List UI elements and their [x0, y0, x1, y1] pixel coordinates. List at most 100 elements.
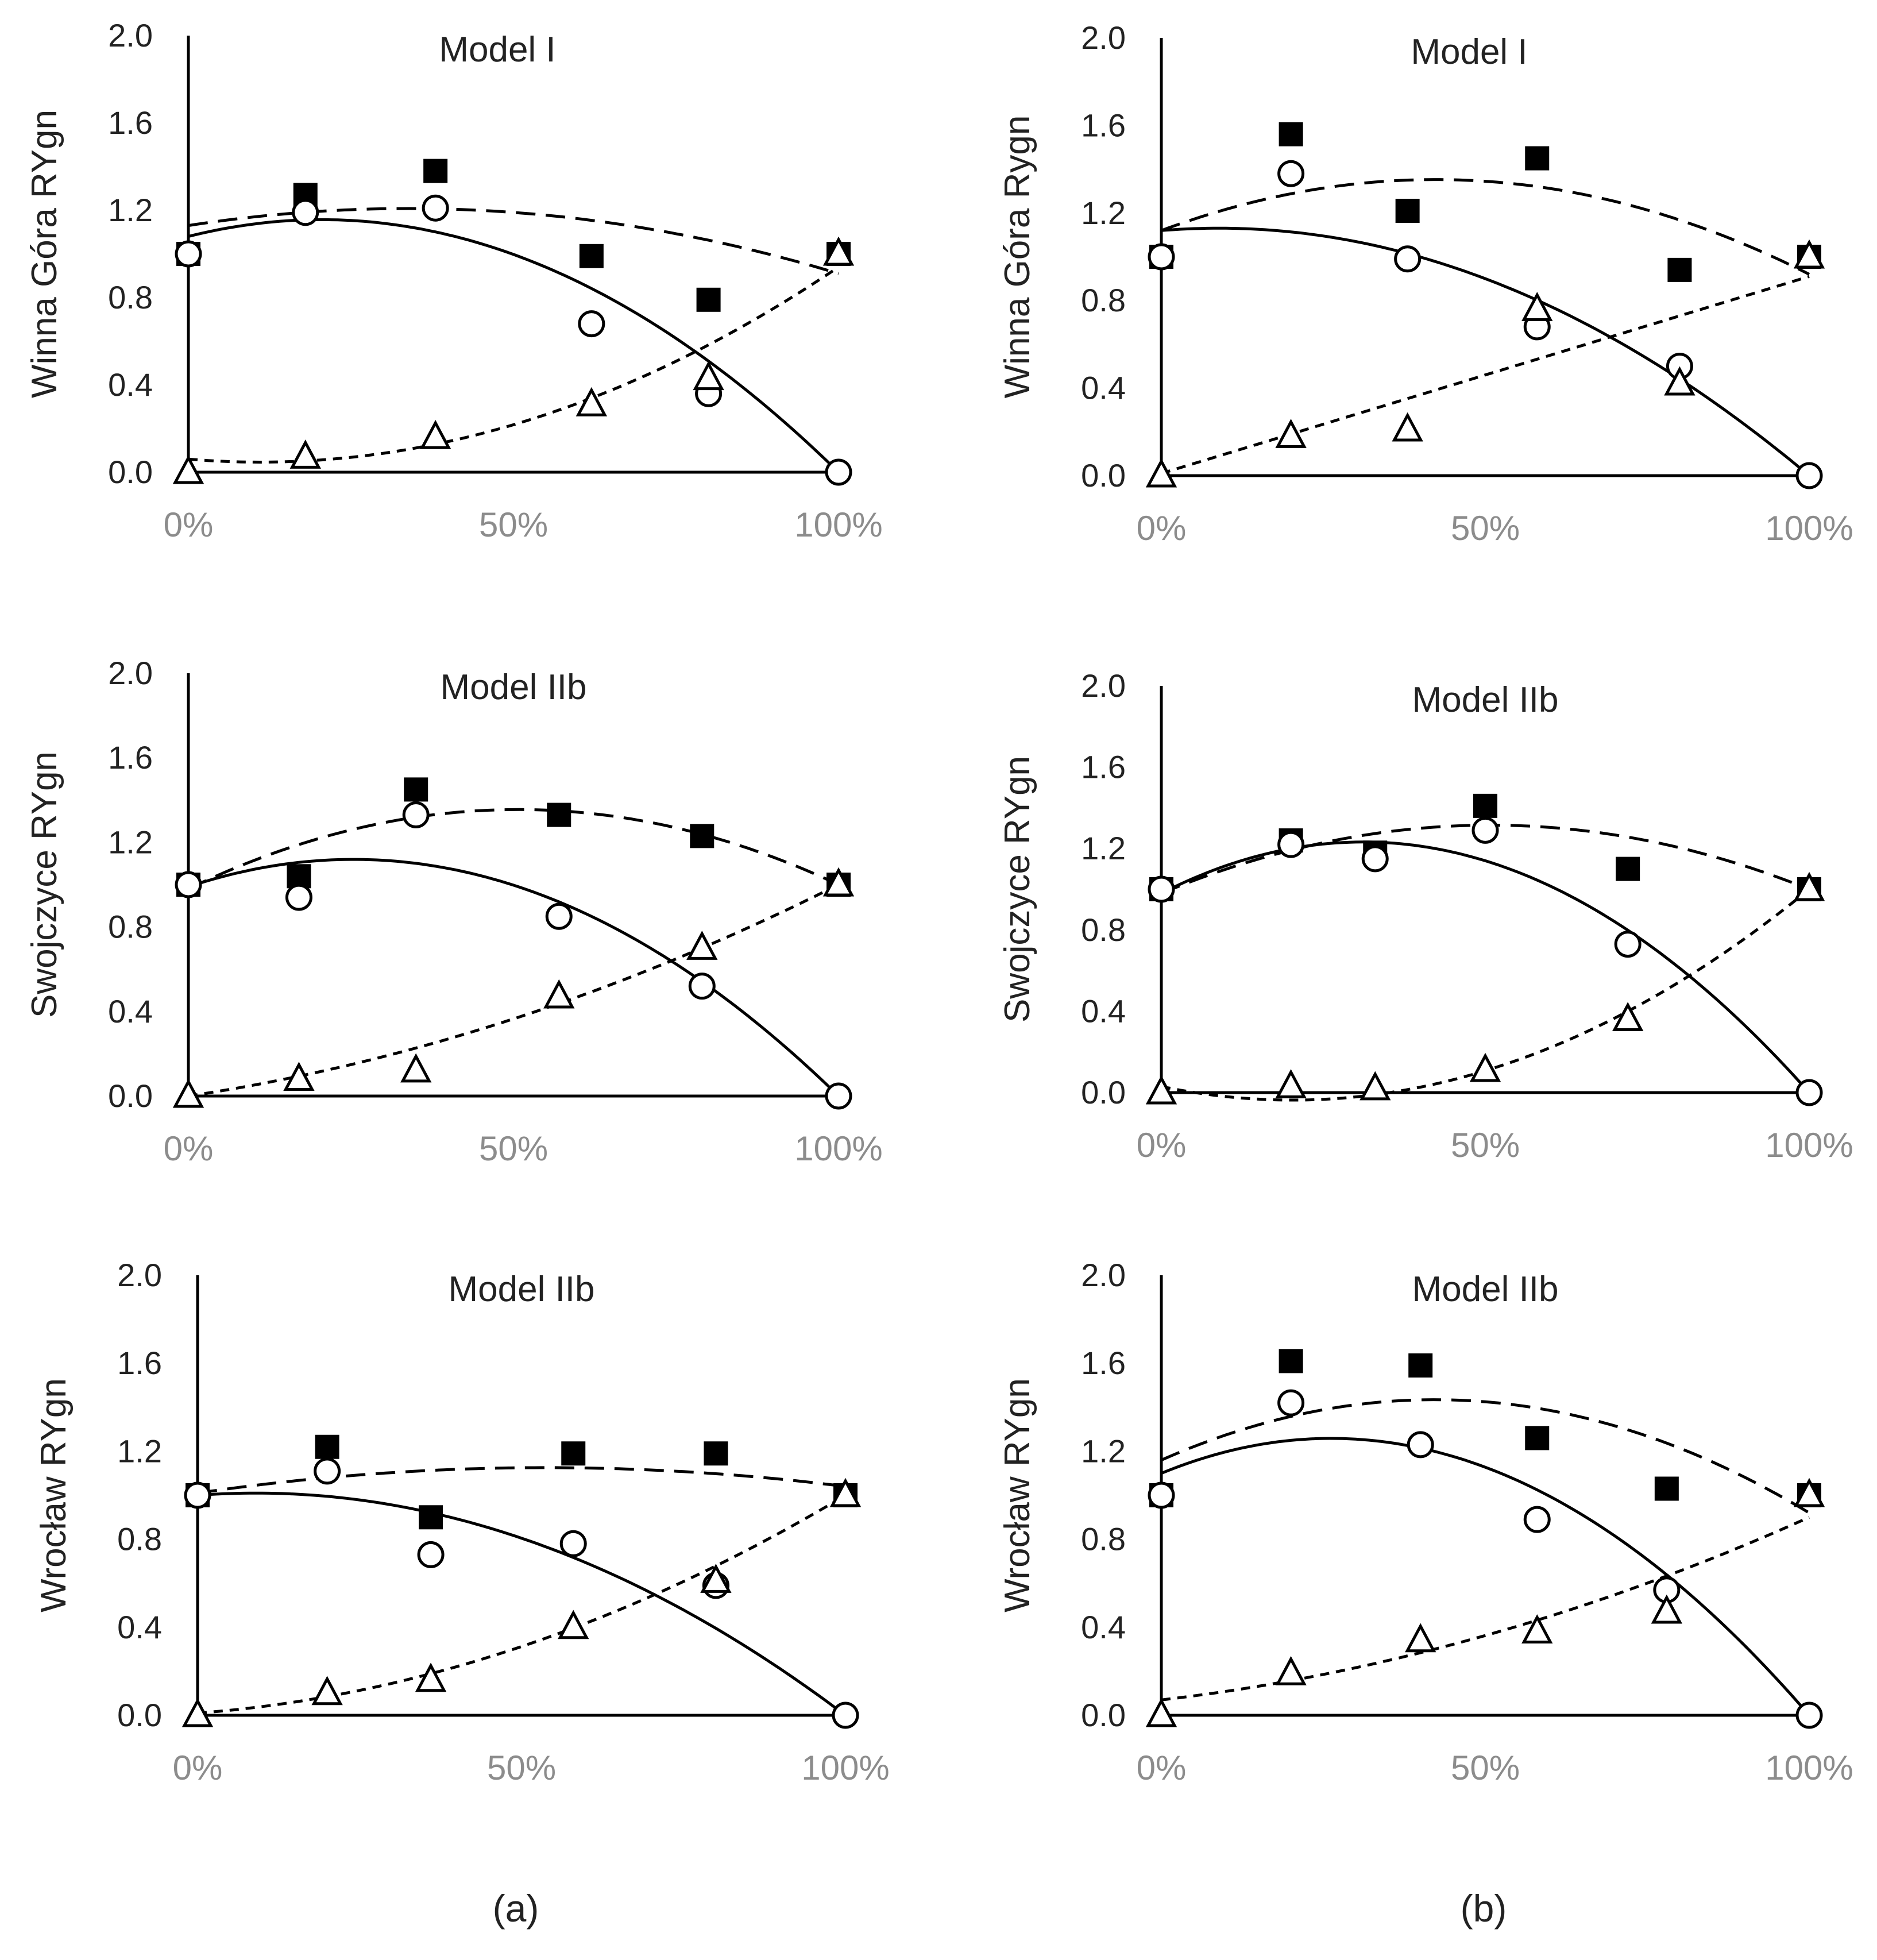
data-point-triangle [1664, 366, 1696, 396]
data-point-circle [184, 1481, 211, 1509]
chart-a2: 0.0 0.4 0.8 1.2 1.6 2.0 0% 50% 100% Model IIb Swoj… [25, 655, 883, 1168]
y-axis-label: Swojczyce RYgn [25, 751, 64, 1018]
y-tick-label: 1.2 [108, 824, 153, 860]
data-point-triangle [181, 1697, 214, 1727]
chart-a3: 0.0 0.4 0.8 1.2 1.6 2.0 0% 50% 100% Model IIb Wroc… [34, 1257, 890, 1787]
y-axis-label: Swojczyce RYgn [998, 756, 1037, 1023]
data-point-triangle [1405, 1623, 1436, 1653]
data-point-square [1525, 146, 1550, 171]
y-tick-label: 0.4 [1081, 370, 1126, 406]
x-tick-label: 100% [801, 1749, 889, 1787]
data-point-square [315, 1434, 339, 1459]
data-point-triangle [822, 867, 855, 897]
y-tick-label: 0.8 [1081, 1521, 1126, 1557]
data-point-triangle [1793, 239, 1825, 269]
data-point-triangle [419, 419, 451, 449]
data-point-square [704, 1441, 728, 1466]
chart-title: Model IIb [1412, 1270, 1558, 1309]
data-point-circle [1614, 931, 1642, 958]
fit-curve [1161, 226, 1810, 477]
y-tick-label: 0.0 [1081, 1074, 1126, 1110]
fit-curve [188, 883, 840, 1098]
data-point-square [561, 1441, 586, 1466]
y-tick-label: 0.8 [1081, 282, 1126, 318]
y-tick-label: 1.6 [1081, 749, 1126, 785]
data-point-circle [175, 871, 202, 898]
data-point-square [1667, 257, 1692, 282]
data-point-square [1395, 198, 1420, 223]
chart-b1: 0.0 0.4 0.8 1.2 1.6 2.0 0% 50% 100% Model I Winna … [998, 20, 1853, 547]
data-point-circle [1795, 1702, 1823, 1729]
data-point-triangle [172, 454, 204, 484]
fit-curve [197, 1491, 847, 1716]
data-point-triangle [1145, 1697, 1177, 1727]
x-tick-label: 0% [1137, 509, 1187, 547]
data-point-triangle [311, 1676, 343, 1706]
y-tick-label: 0.0 [1081, 1697, 1126, 1733]
x-tick-label: 0% [1137, 1749, 1187, 1787]
x-tick-label: 100% [794, 1129, 882, 1168]
data-point-triangle [1651, 1594, 1683, 1624]
data-point-circle [1795, 462, 1823, 489]
data-point-square [579, 244, 604, 268]
chart-b3: 0.0 0.4 0.8 1.2 1.6 2.0 0% 50% 100% Model IIb Wroc… [998, 1257, 1853, 1787]
data-point-square [696, 287, 721, 312]
data-point-circle [545, 902, 573, 930]
data-point-circle [1277, 831, 1305, 858]
chart-a1: 0.0 0.4 0.8 1.2 1.6 2.0 0% 50% 100% Model I Winna … [25, 17, 883, 544]
x-tick-label: 100% [794, 506, 882, 544]
x-tick-label: 0% [164, 506, 214, 544]
data-point-triangle [1521, 292, 1553, 321]
data-point-triangle [700, 1564, 732, 1593]
x-tick-label: 50% [1451, 1126, 1520, 1164]
data-point-square [419, 1505, 443, 1530]
y-tick-label: 2.0 [117, 1257, 162, 1293]
y-tick-label: 0.4 [108, 993, 153, 1029]
data-point-circle [285, 883, 312, 911]
y-tick-label: 2.0 [108, 17, 153, 53]
data-point-triangle [283, 1062, 315, 1091]
y-tick-label: 1.2 [117, 1433, 162, 1469]
fit-curve [1161, 178, 1810, 276]
data-point-circle [175, 240, 202, 268]
data-point-circle [1472, 816, 1499, 844]
data-point-circle [688, 973, 716, 1000]
data-point-circle [825, 1082, 852, 1110]
y-axis-label: Winna Góra RYgn [25, 110, 64, 398]
y-tick-label: 0.0 [108, 1078, 153, 1114]
fit-curve [197, 1466, 846, 1495]
y-tick-label: 1.2 [1081, 830, 1126, 866]
data-point-triangle [576, 387, 608, 416]
data-point-triangle [1360, 1071, 1391, 1101]
caption-a: (a) [493, 1887, 539, 1930]
fit-curve [1160, 840, 1810, 1094]
data-point-circle [832, 1702, 859, 1729]
data-point-circle [559, 1530, 587, 1557]
y-tick-label: 0.8 [108, 279, 153, 315]
data-point-square [423, 159, 448, 183]
y-tick-label: 1.6 [1081, 107, 1126, 143]
y-tick-label: 1.2 [1081, 1433, 1126, 1469]
x-tick-label: 100% [1765, 1749, 1853, 1787]
data-point-circle [1148, 875, 1175, 903]
data-point-triangle [415, 1662, 447, 1692]
data-point-triangle [1275, 1656, 1307, 1685]
y-tick-label: 0.8 [1081, 912, 1126, 948]
data-point-circle [578, 310, 605, 338]
data-point-triangle [686, 931, 718, 960]
chart-title: Model I [439, 30, 555, 70]
x-tick-label: 50% [1451, 509, 1520, 547]
y-tick-label: 1.6 [108, 105, 153, 141]
data-point-square [1408, 1353, 1433, 1378]
data-point-circle [1148, 243, 1175, 271]
data-point-circle [825, 458, 852, 486]
y-tick-label: 1.2 [1081, 195, 1126, 231]
data-point-square [1525, 1426, 1550, 1450]
data-point-square [1616, 856, 1640, 881]
data-point-circle [1407, 1431, 1434, 1459]
chart-title: Model IIb [448, 1270, 594, 1309]
y-tick-label: 1.6 [108, 739, 153, 775]
data-point-triangle [172, 1078, 204, 1108]
y-tick-label: 2.0 [1081, 20, 1126, 56]
